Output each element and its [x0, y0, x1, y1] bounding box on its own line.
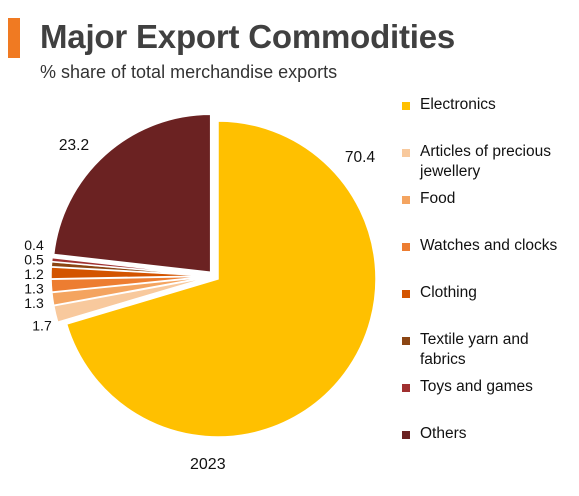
legend-swatch [402, 431, 410, 439]
legend-swatch [402, 102, 410, 110]
title-accent-bar [8, 18, 20, 58]
data-label-articles-of-precious-jewellery: 1.7 [32, 318, 52, 334]
data-label-clothing: 1.2 [24, 266, 44, 282]
legend-item-food: Food [402, 189, 575, 209]
legend-label: Textile yarn and fabrics [420, 331, 529, 368]
pie-slice-electronics [65, 120, 377, 438]
data-label-textile-yarn-and-fabrics: 0.5 [24, 252, 44, 268]
legend-label: Others [420, 425, 467, 442]
legend-swatch [402, 337, 410, 345]
legend-item-clothing: Clothing [402, 283, 575, 303]
data-label-electronics: 70.4 [345, 149, 376, 166]
legend-label: Clothing [420, 284, 477, 301]
legend-swatch [402, 196, 410, 204]
pie-slice-others [52, 113, 212, 274]
legend-item-articles-of-precious-jewellery: Articles of precious jewellery [402, 142, 575, 182]
legend-label: Electronics [420, 96, 496, 113]
legend-item-others: Others [402, 424, 575, 444]
legend-item-textile-yarn-and-fabrics: Textile yarn and fabrics [402, 330, 575, 370]
data-label-others: 23.2 [59, 137, 89, 154]
legend-item-toys-and-games: Toys and games [402, 377, 575, 397]
data-label-watches-and-clocks: 1.3 [24, 281, 44, 297]
legend-label: Toys and games [420, 378, 533, 395]
legend-item-electronics: Electronics [402, 95, 575, 115]
chart-subtitle: % share of total merchandise exports [40, 62, 338, 82]
data-label-toys-and-games: 0.4 [24, 237, 44, 253]
legend-swatch [402, 243, 410, 251]
legend-swatch [402, 290, 410, 298]
legend-swatch [402, 149, 410, 157]
legend-label: Articles of precious jewellery [420, 143, 551, 180]
chart-title: Major Export Commodities [40, 18, 456, 55]
legend-item-watches-and-clocks: Watches and clocks [402, 236, 575, 256]
pie-slice-toys-and-games [50, 256, 210, 277]
data-label-food: 1.3 [24, 295, 44, 311]
year-label: 2023 [190, 456, 226, 473]
legend-label: Watches and clocks [420, 237, 558, 254]
legend-swatch [402, 384, 410, 392]
legend-label: Food [420, 190, 456, 207]
